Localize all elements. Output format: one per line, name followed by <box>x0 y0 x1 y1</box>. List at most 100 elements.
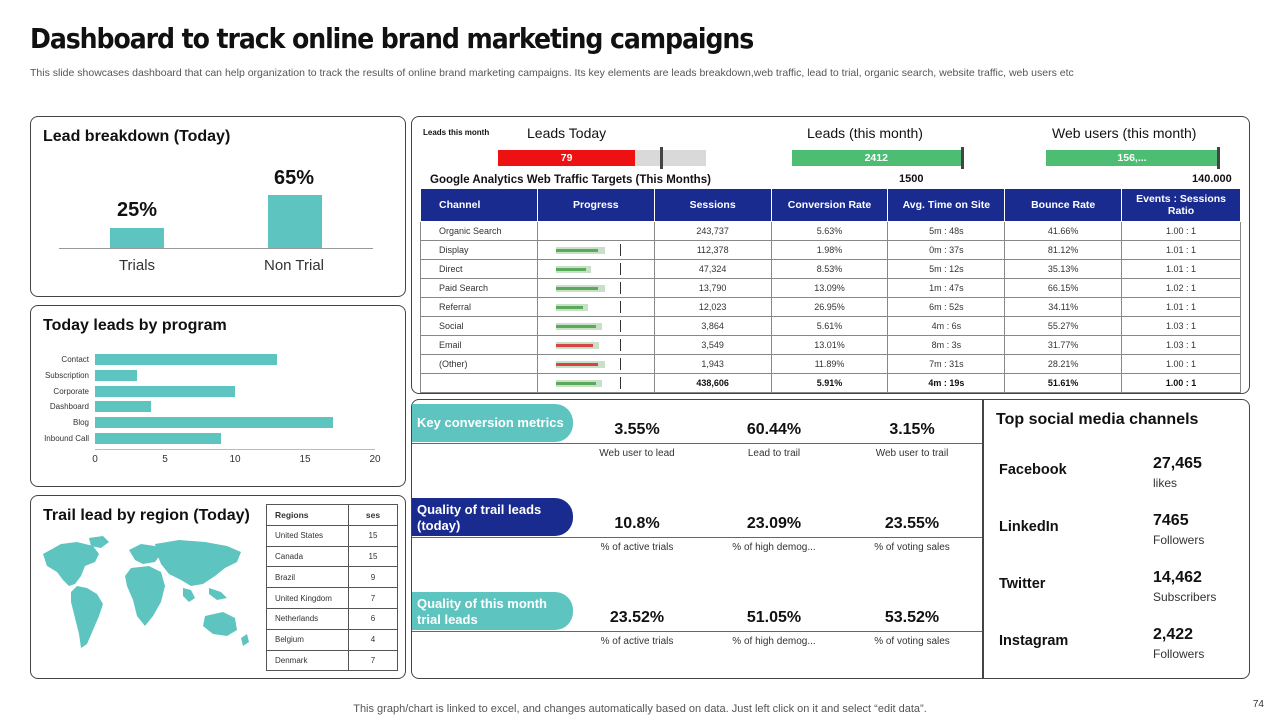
time-cell: 4m : 6s <box>887 315 1006 336</box>
kpi-caption: Web user to trail <box>875 448 949 459</box>
program-label: Blog <box>72 418 89 428</box>
region-row: Netherlands 6 <box>266 607 398 630</box>
kpi-row-label: Key conversion metrics <box>412 404 573 442</box>
leads-month-target: 1500 <box>899 173 924 185</box>
progress-cell <box>536 334 655 355</box>
leads-this-month-small-label: Leads this month <box>423 128 490 137</box>
progress-cell <box>536 315 655 336</box>
progress-target-marker <box>619 319 621 332</box>
kpi-value: 23.52% <box>609 609 665 626</box>
progress-target-marker <box>619 357 621 370</box>
kpi-value: 3.55% <box>614 421 660 438</box>
web-users-target: 140.000 <box>1192 173 1232 185</box>
social-channel-value: 2,422 <box>1153 626 1194 643</box>
kpi-divider <box>412 537 982 538</box>
bounce-cell: 31.77% <box>1004 334 1123 355</box>
kpi-value: 23.55% <box>884 515 940 532</box>
total-channel-cell <box>420 372 538 393</box>
program-bar <box>95 417 333 429</box>
social-channel-name: Twitter <box>999 576 1046 592</box>
traffic-row: Paid Search 13,790 13.09% 1m : 47s 66.15% 1.0… <box>420 277 1241 298</box>
time-cell: 1m : 47s <box>887 277 1006 298</box>
leads-today-fill: 79 <box>498 150 636 166</box>
lead-breakdown-axis <box>59 248 373 249</box>
traffic-table-title: Google Analytics Web Traffic Targets (Th… <box>430 174 711 186</box>
traffic-row: Social 3,864 5.61% 4m : 6s 55.27% 1.03 : 1 <box>420 315 1241 336</box>
col-ratio: Events : Sessions Ratio <box>1121 188 1241 222</box>
page-number: 74 <box>1252 699 1264 710</box>
region-header-value: ses <box>348 504 398 526</box>
progress-bar <box>538 241 654 259</box>
web-users-marker <box>1217 147 1220 169</box>
analytics-panel: Leads this month Leads Today 79 Leads (t… <box>411 116 1250 394</box>
traffic-row: Email 3,549 13.01% 8m : 3s 31.77% 1.03 : 1 <box>420 334 1241 355</box>
program-axis <box>95 448 375 450</box>
progress-cell <box>536 239 655 260</box>
traffic-row: Display 112,378 1.98% 0m : 37s 81.12% 1.01 : … <box>420 239 1241 260</box>
ratio-cell: 1.01 : 1 <box>1121 296 1241 317</box>
social-channel-name: Instagram <box>999 633 1069 649</box>
time-cell: 7m : 31s <box>887 353 1006 374</box>
bounce-cell: 41.66% <box>1004 221 1123 241</box>
progress-bar-fill <box>555 305 584 309</box>
footnote: This graph/chart is linked to excel, and… <box>353 703 927 715</box>
progress-cell <box>536 221 655 241</box>
social-area: Facebook 27,465 likes LinkedIn 7465 Followers… <box>984 400 1249 678</box>
trials-value-label: 25% <box>116 199 158 221</box>
conversion-cell: 26.95% <box>770 296 889 317</box>
program-tick-label: 10 <box>229 453 241 465</box>
social-channel-unit: Subscribers <box>1153 590 1217 604</box>
kpi-caption: % of voting sales <box>874 542 950 553</box>
kpi-caption: % of high demog... <box>732 542 816 553</box>
progress-cell <box>536 258 655 279</box>
ratio-cell: 1.00 : 1 <box>1121 221 1241 241</box>
region-panel: Trail lead by region (Today) Regions ses… <box>30 495 406 679</box>
progress-bar-fill <box>555 343 594 347</box>
traffic-row: Referral 12,023 26.95% 6m : 52s 34.11% 1.01 :… <box>420 296 1241 317</box>
region-title: Trail lead by region (Today) <box>43 507 250 524</box>
kpi-caption: Web user to lead <box>599 448 675 459</box>
progress-bar-fill <box>555 324 596 328</box>
web-users-gauge: 156,... <box>1046 150 1218 166</box>
kpi-divider <box>412 631 982 632</box>
leads-today-title: Leads Today <box>527 125 607 141</box>
sessions-cell: 13,790 <box>653 277 772 298</box>
total-ratio: 1.00 : 1 <box>1121 372 1241 393</box>
region-header-regions: Regions <box>266 504 349 526</box>
bounce-cell: 55.27% <box>1004 315 1123 336</box>
program-label: Dashboard <box>49 402 89 412</box>
ratio-cell: 1.01 : 1 <box>1121 258 1241 279</box>
conversion-cell: 13.09% <box>770 277 889 298</box>
progress-bar <box>538 260 654 278</box>
conversion-cell: 1.98% <box>770 239 889 260</box>
bounce-cell: 34.11% <box>1004 296 1123 317</box>
region-value: 15 <box>348 524 398 547</box>
time-cell: 5m : 48s <box>887 221 1006 241</box>
progress-cell <box>536 353 655 374</box>
program-tick-label: 0 <box>92 453 98 465</box>
social-channel-name: Facebook <box>999 462 1067 478</box>
kpi-caption: % of high demog... <box>732 636 816 647</box>
web-users-title: Web users (this month) <box>1052 125 1197 141</box>
channel-name: Direct <box>420 258 538 279</box>
ratio-cell: 1.01 : 1 <box>1121 239 1241 260</box>
page-title: Dashboard to track online brand marketin… <box>30 22 754 55</box>
conversion-cell: 5.63% <box>770 221 889 241</box>
kpi-caption: Lead to trail <box>747 448 801 459</box>
conversion-cell: 11.89% <box>770 353 889 374</box>
program-label: Inbound Call <box>44 434 89 443</box>
non-trial-category-label: Non Trial <box>263 257 325 274</box>
channel-name: Organic Search <box>420 221 538 241</box>
kpi-value: 51.05% <box>746 609 802 626</box>
region-name: Canada <box>266 545 349 568</box>
program-bar <box>95 369 137 381</box>
ratio-cell: 1.03 : 1 <box>1121 315 1241 336</box>
traffic-row: Direct 47,324 8.53% 5m : 12s 35.13% 1.01 : 1 <box>420 258 1241 279</box>
conversion-cell: 13.01% <box>770 334 889 355</box>
leads-by-program-panel: Today leads by program Contact Subscripti… <box>30 305 406 487</box>
region-value: 6 <box>348 607 398 630</box>
progress-target-marker <box>619 262 621 275</box>
program-tick-label: 5 <box>162 453 168 465</box>
region-name: Brazil <box>266 566 349 589</box>
program-bar <box>95 385 235 397</box>
